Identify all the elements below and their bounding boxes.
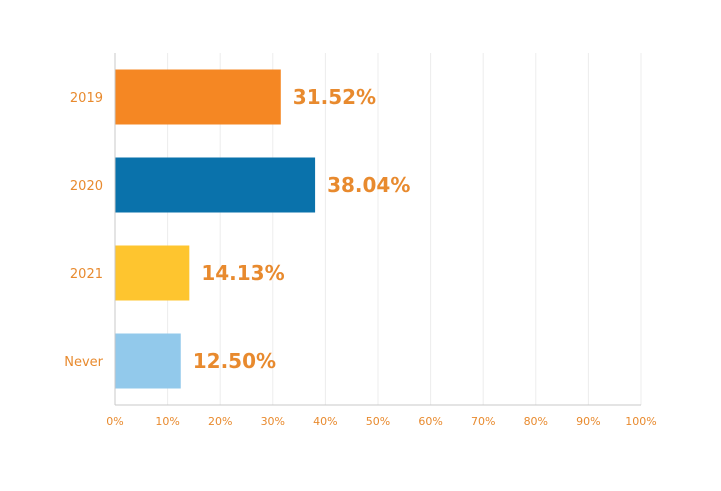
bar-2021 — [115, 245, 190, 301]
labels: 0% 10% 20% 30% 40% 50% 60% 70% 80% 90% 100% 2019 31.… — [64, 85, 656, 428]
x-tick-label: 0% — [106, 415, 123, 428]
x-tick-label: 30% — [261, 415, 285, 428]
x-tick-label: 40% — [313, 415, 337, 428]
data-label: 14.13% — [201, 261, 284, 285]
data-label: 38.04% — [327, 173, 410, 197]
category-label: Never — [64, 355, 103, 370]
bar-2020 — [115, 157, 316, 213]
x-tick-label: 80% — [524, 415, 548, 428]
bar-never — [115, 333, 181, 389]
category-label: 2021 — [70, 267, 103, 282]
x-tick-label: 10% — [155, 415, 179, 428]
bars — [115, 69, 316, 389]
bar-2019 — [115, 69, 281, 125]
x-tick-label: 60% — [418, 415, 442, 428]
x-tick-label: 50% — [366, 415, 390, 428]
data-label: 31.52% — [293, 85, 376, 109]
x-tick-label: 20% — [208, 415, 232, 428]
data-label: 12.50% — [193, 349, 276, 373]
category-label: 2020 — [70, 179, 103, 194]
category-label: 2019 — [70, 91, 103, 106]
x-tick-label: 90% — [576, 415, 600, 428]
x-tick-label: 100% — [625, 415, 656, 428]
x-tick-label: 70% — [471, 415, 495, 428]
axes — [114, 53, 641, 406]
